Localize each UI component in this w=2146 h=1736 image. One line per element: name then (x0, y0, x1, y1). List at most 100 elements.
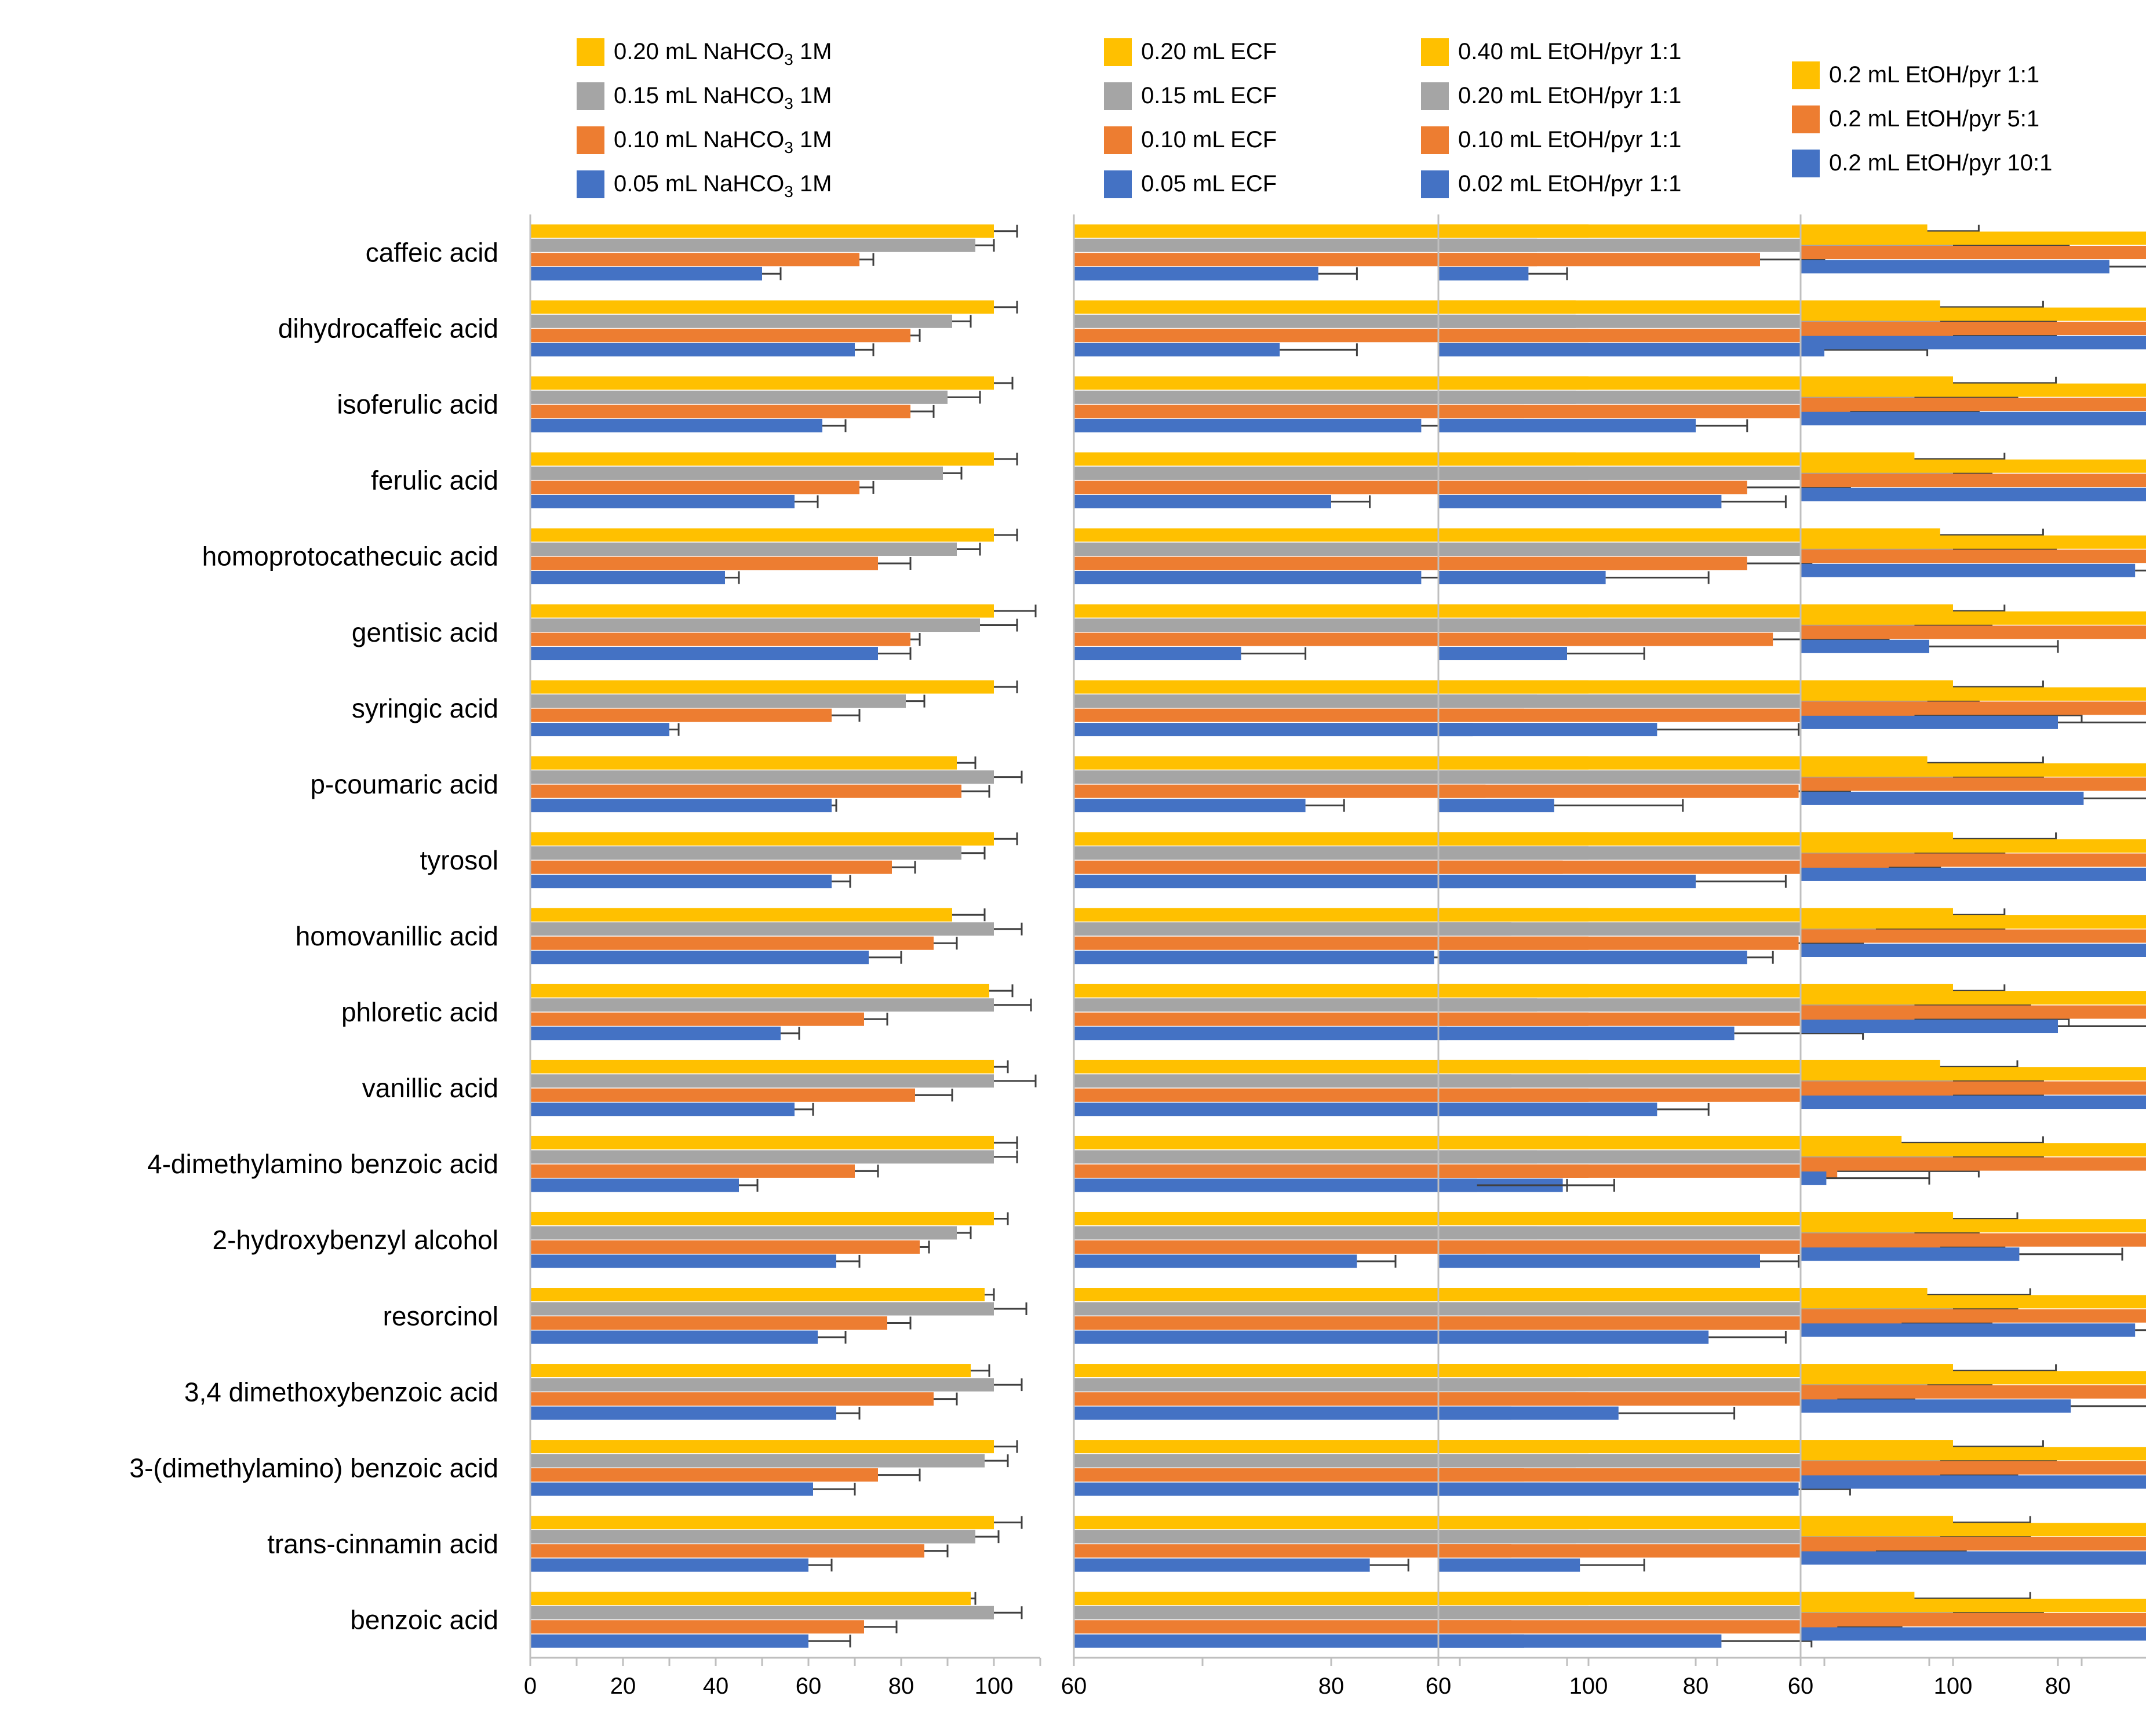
bar (1801, 1157, 2146, 1171)
bar (531, 908, 952, 922)
legend-label: 0.10 mL EtOH/pyr 1:1 (1458, 127, 1681, 152)
bar (1801, 1323, 2136, 1337)
bar (531, 936, 934, 950)
bar (531, 1606, 994, 1619)
legend-swatch (1421, 170, 1449, 198)
category-label: homoprotocathecuic acid (202, 541, 498, 572)
bar (1074, 1027, 1447, 1040)
bar (531, 481, 859, 494)
bar (531, 1468, 878, 1482)
bar (1801, 944, 2146, 957)
bar (1801, 1247, 2020, 1261)
bar (531, 314, 952, 328)
bar (1074, 494, 1331, 508)
bar (1074, 647, 1241, 661)
bar (1439, 570, 1606, 584)
bar (1439, 951, 1747, 965)
bar (531, 1060, 994, 1073)
legend-label: 0.40 mL EtOH/pyr 1:1 (1458, 39, 1681, 64)
bar (531, 1150, 994, 1164)
bar (1439, 1544, 1876, 1558)
bar (1074, 922, 1511, 936)
bar (531, 224, 994, 238)
bar (531, 694, 906, 708)
legend-label: 0.05 mL NaHCO3 1M (614, 171, 832, 201)
bar (531, 1454, 985, 1468)
category-labels: caffeic acid dihydrocaffeic acid isoferuli… (129, 238, 498, 1635)
bar (531, 1302, 994, 1316)
bar (531, 875, 832, 889)
category-label: homovanillic acid (296, 921, 498, 951)
bar (531, 528, 994, 542)
bar (531, 1226, 957, 1240)
x-tick-label: 100 (975, 1673, 1014, 1699)
bar (1074, 1634, 1524, 1648)
bar (531, 390, 948, 404)
bar (1801, 839, 2146, 853)
bar (1801, 1295, 2146, 1309)
x-tick-label: 0 (524, 1673, 537, 1699)
category-label: tyrosol (420, 845, 498, 875)
bar (1074, 570, 1422, 584)
x-tick-label: 20 (610, 1673, 636, 1699)
bar (531, 756, 957, 770)
bar (531, 1558, 808, 1572)
category-label: benzoic acid (350, 1604, 498, 1635)
bar (1801, 1233, 2146, 1247)
x-tick-label: 100 (1934, 1673, 1973, 1699)
bar (1074, 1468, 1524, 1482)
bar (531, 708, 832, 722)
category-label: isoferulic acid (337, 390, 498, 420)
bar (1439, 1620, 1838, 1634)
legend-swatch (1104, 38, 1132, 66)
bar (531, 556, 878, 570)
bar (1074, 618, 1511, 632)
bar (531, 1288, 985, 1302)
legend-label: 0.15 mL ECF (1141, 83, 1277, 108)
bar (1439, 1102, 1657, 1116)
bar (1439, 253, 1760, 267)
panel-4: 60 80 100 0.2 mL EtOH/pyr 1:1 0.2 mL EtOH/py… (1788, 61, 2146, 1699)
bar (1801, 1143, 2146, 1157)
bar (531, 1254, 836, 1268)
bar (1439, 1392, 1838, 1406)
bar (1801, 625, 2146, 639)
bar (531, 542, 957, 556)
bar (531, 784, 961, 798)
category-label: 4-dimethylamino benzoic acid (147, 1149, 498, 1179)
bar (1439, 618, 1915, 632)
bar (1801, 1627, 2146, 1641)
bar (1801, 1371, 2146, 1385)
x-tick-label: 60 (1788, 1673, 1814, 1699)
bar (1801, 246, 2146, 260)
legend-label: 0.20 mL NaHCO3 1M (614, 39, 832, 68)
legend-swatch (577, 38, 604, 66)
bar (531, 343, 855, 356)
bar (1801, 1385, 2146, 1399)
bar (1801, 1096, 2146, 1109)
bar (531, 1316, 887, 1330)
bar (531, 1634, 808, 1648)
bar (531, 1330, 818, 1344)
bar (1074, 1288, 1550, 1302)
x-tick-label: 80 (2045, 1673, 2071, 1699)
category-label: 3,4 dimethoxybenzoic acid (184, 1377, 498, 1407)
legend-label: 0.05 mL ECF (1141, 171, 1277, 196)
bar (1074, 1102, 1550, 1116)
bar (1439, 1164, 1838, 1178)
legend-swatch (577, 170, 604, 198)
bar (531, 922, 994, 936)
bar (1439, 267, 1529, 281)
bar (531, 418, 822, 432)
bar (1439, 799, 1554, 813)
legend-swatch (1792, 61, 1820, 89)
legend-swatch (1104, 82, 1132, 110)
bar (1439, 390, 1915, 404)
bar (531, 860, 892, 874)
bar (531, 267, 762, 281)
bar (1801, 1399, 2071, 1413)
bar (1439, 936, 1799, 950)
bar (1801, 1005, 2146, 1019)
x-tick-label: 60 (1061, 1673, 1087, 1699)
bar (1439, 647, 1567, 661)
